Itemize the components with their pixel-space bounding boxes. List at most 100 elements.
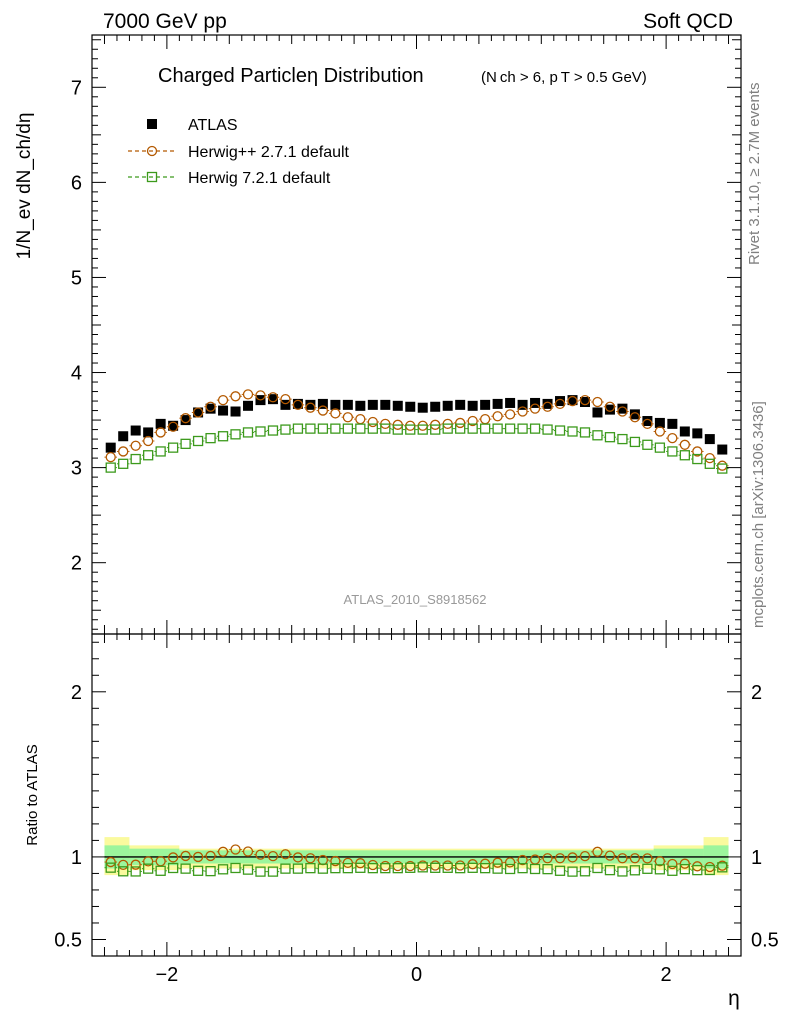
data-point xyxy=(155,427,166,438)
data-point xyxy=(529,403,541,414)
data-point xyxy=(267,394,278,405)
data-point xyxy=(167,421,179,432)
ratio-point xyxy=(592,846,603,857)
data-point xyxy=(180,415,191,426)
legend: ATLAS Herwig++ 2.7.1 default Herwig 7.2.1 … xyxy=(128,117,350,187)
data-point xyxy=(717,463,728,474)
data-point xyxy=(280,394,291,405)
ratio-point xyxy=(105,856,116,868)
ratio-point xyxy=(692,864,703,876)
data-point xyxy=(105,452,116,463)
ratio-point xyxy=(529,863,541,875)
energy-label: 7000 GeV pp xyxy=(103,10,227,33)
data-point xyxy=(367,416,378,428)
data-point xyxy=(405,401,416,412)
ratio-point xyxy=(430,862,441,873)
data-point xyxy=(692,446,703,457)
data-point xyxy=(255,390,266,401)
data-point xyxy=(192,435,204,447)
data-point xyxy=(467,423,478,434)
ratio-point xyxy=(542,863,553,875)
data-point xyxy=(642,439,653,450)
ratio-point xyxy=(342,863,354,874)
ratio-point xyxy=(617,866,628,877)
legend-marker xyxy=(146,145,158,157)
data-point xyxy=(243,400,254,411)
data-point xyxy=(330,423,341,434)
ratio-point xyxy=(542,853,553,864)
data-point xyxy=(105,462,116,473)
ratio-point xyxy=(230,862,241,874)
data-point xyxy=(617,403,628,414)
data-point xyxy=(118,458,129,469)
data-point xyxy=(305,423,316,434)
ratio-point xyxy=(292,852,304,863)
data-point xyxy=(692,428,703,439)
main-ylabel: 1/N_ev dN_ch/dη xyxy=(14,113,35,260)
legend-label: ATLAS xyxy=(188,117,238,134)
ratio-point xyxy=(317,863,329,874)
ratio-point xyxy=(205,865,216,877)
data-point xyxy=(492,423,503,434)
data-point xyxy=(292,399,304,411)
data-point xyxy=(642,418,653,430)
ratio-point xyxy=(192,851,204,863)
data-point xyxy=(330,399,341,410)
data-point xyxy=(567,426,578,437)
data-point xyxy=(629,412,641,423)
data-point xyxy=(579,427,591,438)
ratio-point xyxy=(380,863,391,874)
data-point xyxy=(492,398,503,409)
ratio-point xyxy=(130,866,141,877)
data-point xyxy=(517,406,528,417)
data-point xyxy=(542,401,553,412)
data-point xyxy=(492,411,503,422)
ratio-point xyxy=(642,853,653,864)
ratio-point xyxy=(242,846,254,857)
ratio-y-tick-label-right: 2 xyxy=(751,682,762,704)
ratio-point xyxy=(642,863,653,874)
data-point xyxy=(317,405,329,416)
data-point xyxy=(292,398,303,409)
data-point xyxy=(405,424,416,435)
ratio-frame xyxy=(91,633,742,957)
data-point xyxy=(455,417,466,429)
data-point xyxy=(217,394,229,406)
data-point xyxy=(392,424,403,435)
ratio-point xyxy=(330,855,341,867)
data-point xyxy=(105,442,116,453)
data-point xyxy=(604,432,616,443)
legend-marker xyxy=(147,119,157,129)
mcplots-label: mcplots.cern.ch [arXiv:1306.3436] xyxy=(750,401,767,628)
ratio-point xyxy=(617,853,628,864)
ratio-point xyxy=(479,863,491,874)
ratio-point xyxy=(455,863,466,874)
ratio-point xyxy=(143,863,154,874)
data-point xyxy=(192,407,204,418)
data-point xyxy=(130,453,141,465)
ratio-point xyxy=(442,862,453,873)
ratio-point xyxy=(417,862,428,873)
data-point xyxy=(654,442,666,453)
ratio-ylabel: Ratio to ATLAS xyxy=(24,744,41,845)
ratio-point xyxy=(118,866,129,877)
data-point xyxy=(205,401,216,412)
data-point xyxy=(342,399,353,410)
data-point xyxy=(505,397,516,408)
ratio-point xyxy=(554,853,566,864)
data-point xyxy=(143,450,154,461)
data-point xyxy=(155,418,166,429)
data-point xyxy=(342,423,354,434)
data-point xyxy=(480,399,491,410)
ratio-y-tick-label-right: 1 xyxy=(751,847,762,869)
y-tick-label: 6 xyxy=(71,172,82,194)
data-point xyxy=(554,425,566,436)
data-point xyxy=(317,423,329,434)
data-point xyxy=(155,446,166,457)
plot-title: Charged Particleη Distribution xyxy=(158,65,424,87)
data-point xyxy=(367,399,378,410)
ratio-point xyxy=(143,856,154,867)
data-point xyxy=(355,413,366,425)
data-point xyxy=(617,433,628,445)
data-point xyxy=(554,398,566,410)
